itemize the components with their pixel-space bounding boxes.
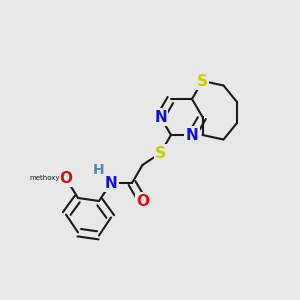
Text: H: H [93,164,104,177]
Text: S: S [197,74,208,88]
Text: N: N [154,110,167,124]
Text: O: O [136,194,149,208]
Text: S: S [155,146,166,160]
Text: methoxy: methoxy [30,176,60,182]
Text: N: N [186,128,198,142]
Text: N: N [105,176,117,190]
Text: O: O [59,171,73,186]
